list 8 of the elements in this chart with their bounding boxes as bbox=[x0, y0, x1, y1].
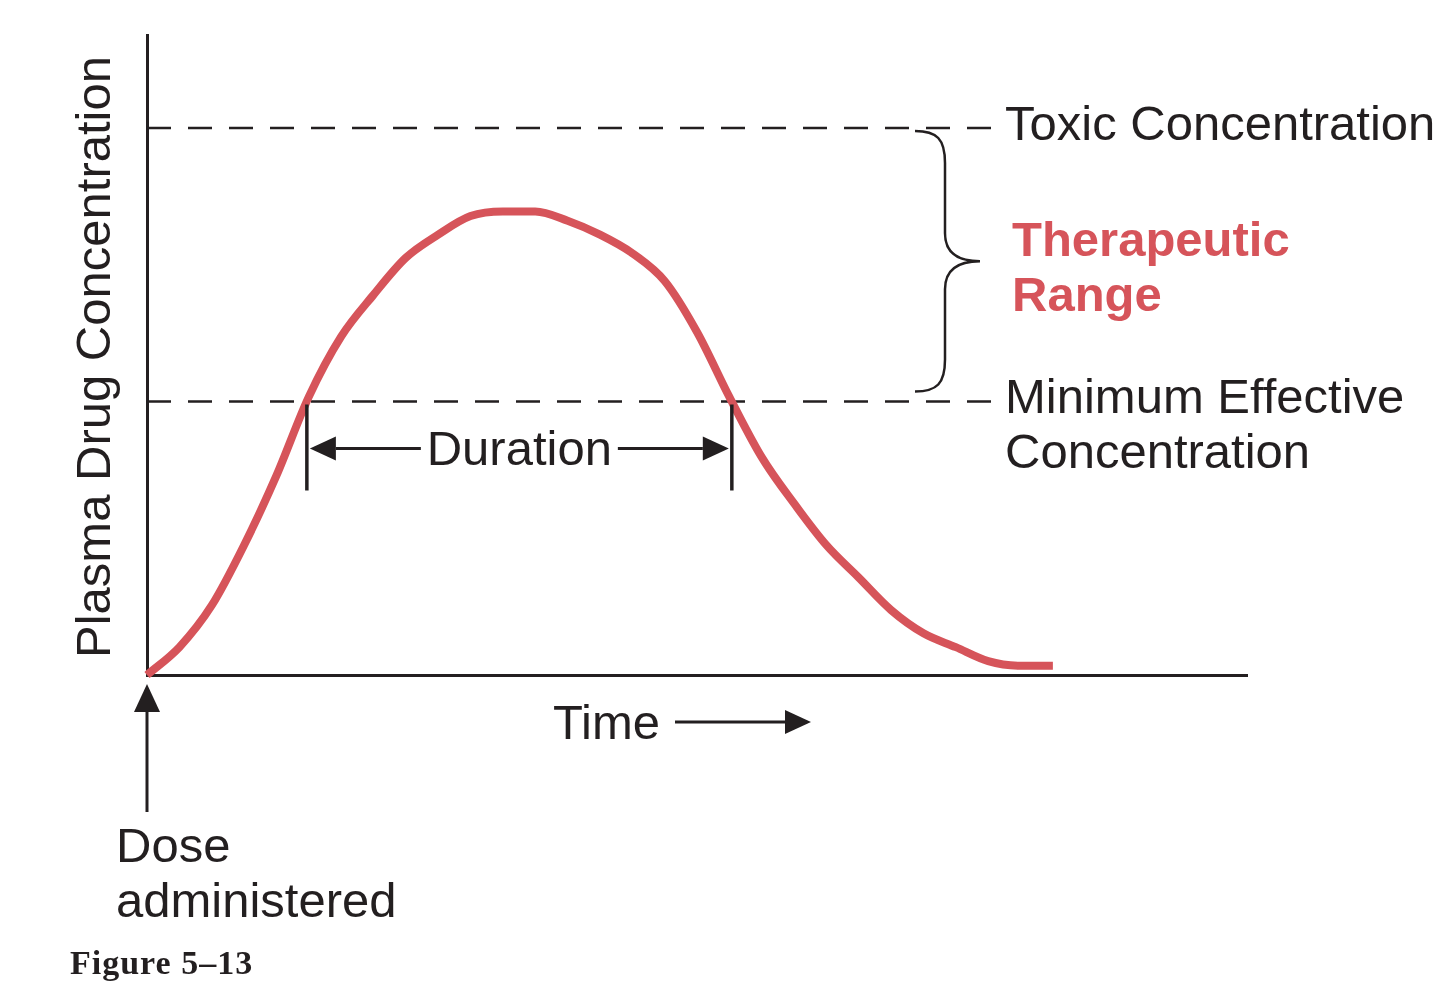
text: Dose administered bbox=[116, 818, 397, 928]
ref-line-label: Minimum Effective Concentration bbox=[1005, 369, 1406, 480]
caption: Figure 5–13 bbox=[70, 943, 254, 983]
y-axis-title: Plasma Drug Concentration bbox=[65, 56, 121, 658]
annotation: Therapeutic Range bbox=[1012, 212, 1290, 323]
x-axis-title: Time bbox=[553, 695, 661, 750]
annotation: Duration bbox=[426, 420, 612, 476]
ref-line-label: Toxic Concentration bbox=[1005, 95, 1436, 151]
